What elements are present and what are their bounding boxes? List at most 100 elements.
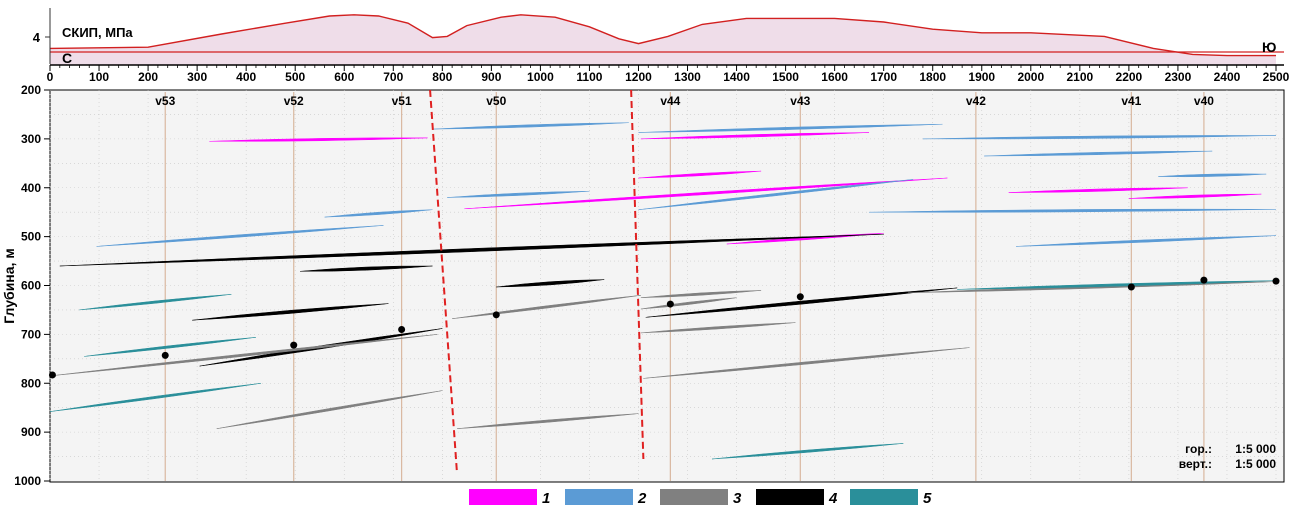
measurement-point <box>290 341 298 349</box>
seam-class-3 <box>643 347 970 379</box>
legend-label: 1 <box>542 490 550 507</box>
seam-class-1 <box>640 132 870 140</box>
measurement-point <box>796 293 804 301</box>
well-label: v52 <box>284 94 304 108</box>
scale-block: гор.: 1:5 000 верт.: 1:5 000 <box>1179 442 1277 471</box>
fault-line <box>630 89 645 460</box>
pressure-area <box>50 14 1276 66</box>
legend-swatch <box>469 489 537 505</box>
seam-class-5 <box>49 383 261 412</box>
x-tick-label: 2400 <box>1214 70 1241 84</box>
x-tick-label: 700 <box>383 70 403 84</box>
y-tick-label: 300 <box>21 132 41 146</box>
y-tick-label: 600 <box>21 279 41 293</box>
y-tick-label: 200 <box>21 83 41 97</box>
seam-class-1 <box>209 137 428 142</box>
seam-class-2 <box>638 179 914 210</box>
legend-label: 4 <box>828 490 838 507</box>
scale-vert-value: 1:5 000 <box>1235 457 1276 471</box>
x-tick-label: 600 <box>334 70 354 84</box>
x-tick-label: 2200 <box>1116 70 1143 84</box>
seam-class-5 <box>84 337 257 357</box>
x-tick-label: 1600 <box>821 70 848 84</box>
x-tick-label: 2300 <box>1165 70 1192 84</box>
measurement-point <box>492 311 500 319</box>
seam-class-1 <box>638 170 762 179</box>
x-tick-label: 500 <box>285 70 305 84</box>
seam-class-2 <box>324 209 433 218</box>
legend: 1 2 3 4 5 <box>469 489 932 507</box>
y-tick-label: 400 <box>21 181 41 195</box>
x-tick-label: 1500 <box>772 70 799 84</box>
legend-swatch <box>850 489 918 505</box>
x-axis: 0 100 200 300 400 500 600 700 800 900 1000 1100 1200… <box>47 64 1290 84</box>
well-label: v40 <box>1194 94 1214 108</box>
well-label: v44 <box>660 94 680 108</box>
well-label: v43 <box>790 94 810 108</box>
y-tick-label: 1000 <box>14 474 41 488</box>
measurement-point <box>161 351 169 359</box>
x-tick-label: 1000 <box>527 70 554 84</box>
section-end-label: Ю <box>1262 39 1276 55</box>
y-tick-label: 900 <box>21 425 41 439</box>
measurement-point <box>398 325 406 333</box>
pressure-panel-title: СКИП, МПа <box>62 25 133 40</box>
legend-label: 5 <box>923 490 932 507</box>
seam-class-1 <box>464 177 948 210</box>
legend-label: 3 <box>733 490 742 507</box>
measurement-point <box>1272 277 1280 285</box>
well-label: v41 <box>1121 94 1141 108</box>
y-tick-label: 700 <box>21 327 41 341</box>
seam-class-2 <box>1016 235 1277 247</box>
measurement-point <box>666 300 674 308</box>
x-tick-label: 2500 <box>1263 70 1290 84</box>
x-tick-label: 1200 <box>625 70 652 84</box>
y-axis-label: Глубина, м <box>1 248 17 323</box>
measurement-point <box>1200 276 1208 284</box>
measurement-point <box>48 371 56 379</box>
seam-class-4 <box>192 303 389 321</box>
seam-class-4 <box>496 279 605 288</box>
seam-class-3 <box>49 334 438 377</box>
seam-class-4 <box>59 233 884 267</box>
seam-class-3 <box>640 322 796 334</box>
seam-class-5 <box>79 294 232 311</box>
x-tick-label: 1800 <box>919 70 946 84</box>
section-start-label: С <box>62 50 72 66</box>
y-tick-label: 500 <box>21 230 41 244</box>
seam-class-2 <box>1158 173 1267 178</box>
x-tick-label: 100 <box>89 70 109 84</box>
pressure-line <box>49 14 1276 57</box>
x-tick-label: 900 <box>481 70 501 84</box>
well-label: v53 <box>155 94 175 108</box>
seam-class-2 <box>984 150 1213 157</box>
pressure-panel: 4 СКИП, МПа С Ю <box>33 8 1284 66</box>
fault-line <box>429 89 459 474</box>
seam-class-2 <box>922 135 1277 140</box>
scale-hor-value: 1:5 000 <box>1235 442 1276 456</box>
coal-seams <box>49 122 1277 460</box>
scale-hor-label: гор.: <box>1185 442 1212 456</box>
x-tick-label: 1400 <box>723 70 750 84</box>
seam-class-4 <box>300 265 433 272</box>
x-tick-label: 800 <box>432 70 452 84</box>
well-label: v51 <box>392 94 412 108</box>
seam-class-3 <box>216 390 443 429</box>
seam-class-2 <box>638 123 943 133</box>
seam-class-5 <box>711 443 904 460</box>
x-tick-label: 300 <box>187 70 207 84</box>
x-tick-label: 0 <box>47 70 54 84</box>
legend-swatch <box>660 489 728 505</box>
y-tick-label: 800 <box>21 376 41 390</box>
seam-class-3 <box>452 295 641 319</box>
legend-swatch <box>756 489 824 505</box>
seam-class-2 <box>447 190 590 198</box>
well-label: v50 <box>486 94 506 108</box>
y-axis: 200 300 400 500 600 700 800 900 1000 <box>14 83 50 488</box>
x-tick-label: 2100 <box>1066 70 1093 84</box>
seam-class-4 <box>645 287 958 318</box>
faults <box>429 89 645 474</box>
x-tick-label: 1700 <box>870 70 897 84</box>
x-tick-label: 400 <box>236 70 256 84</box>
